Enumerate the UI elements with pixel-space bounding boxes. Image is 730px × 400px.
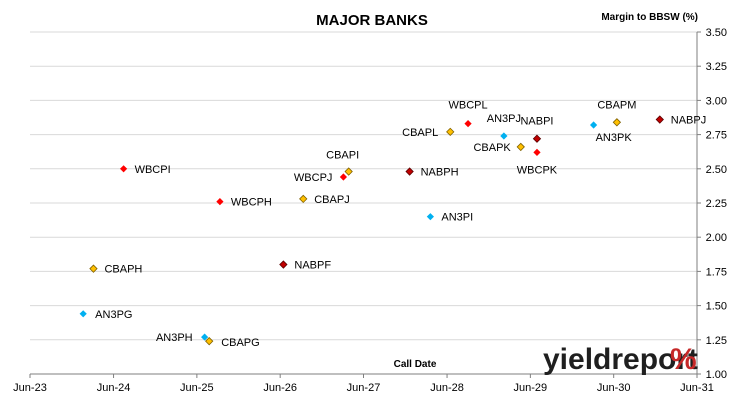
point-label-cbapk: CBAPK <box>473 142 511 154</box>
point-label-wbcpk: WBCPK <box>517 164 558 176</box>
data-point-nabph <box>405 167 414 176</box>
point-label-an3pj: AN3PJ <box>487 113 521 125</box>
data-point-an3pg <box>79 310 87 318</box>
point-label-wbcpj: WBCPJ <box>294 172 333 184</box>
y-tick-label: 2.25 <box>706 198 727 210</box>
data-point-wbcpi <box>119 165 128 173</box>
data-point-wbcpj <box>339 173 348 181</box>
x-tick-label: Jun-23 <box>13 382 47 394</box>
data-point-an3pi <box>426 213 434 221</box>
y-tick-label: 2.00 <box>706 232 727 244</box>
yieldreport-logo: yieldreport % <box>543 343 698 376</box>
x-tick-label: Jun-25 <box>180 382 214 394</box>
point-labels: CBAPH CBAPG CBAPJ CBAPI CBAPL CBAPK CBAPM WBCPI… <box>95 99 706 349</box>
x-tick-label: Jun-26 <box>263 382 297 394</box>
data-point-nabpi <box>532 134 542 143</box>
point-label-cbapm: CBAPM <box>597 99 636 111</box>
y-tick-label: 1.25 <box>706 335 727 347</box>
point-label-cbapi: CBAPI <box>326 150 359 162</box>
x-tick-label: Jun-29 <box>514 382 548 394</box>
x-axis-title: Call Date <box>394 359 437 370</box>
y-tick-label: 3.25 <box>706 61 727 73</box>
data-point-an3ph <box>201 333 209 341</box>
y-tick-label: 2.75 <box>706 130 727 142</box>
x-tick-label: Jun-28 <box>430 382 464 394</box>
data-point-cbapi <box>344 167 353 176</box>
logo-text: yieldreport <box>543 343 698 376</box>
point-label-an3pk: AN3PK <box>596 132 633 144</box>
data-point-cbapk <box>516 142 525 152</box>
point-label-cbapj: CBAPJ <box>314 194 349 206</box>
y-axis-title: Margin to BBSW (%) <box>601 12 698 23</box>
point-label-an3ph: AN3PH <box>156 332 193 344</box>
point-label-an3pi: AN3PI <box>441 212 473 224</box>
x-tick-labels: Jun-23 Jun-24 Jun-25 Jun-26 Jun-27 Jun-28 Jun-… <box>13 374 714 394</box>
point-label-wbcpi: WBCPI <box>135 164 171 176</box>
chart-title: MAJOR BANKS <box>316 12 428 29</box>
y-tick-label: 3.00 <box>706 95 727 107</box>
point-label-cbapg: CBAPG <box>221 337 260 349</box>
data-points <box>79 115 664 346</box>
x-tick-label: Jun-27 <box>347 382 381 394</box>
point-label-nabpf: NABPF <box>294 260 331 272</box>
point-label-wbcph: WBCPH <box>231 197 272 209</box>
data-point-wbcpk <box>533 148 541 156</box>
gridlines <box>30 31 697 375</box>
x-tick-label: Jun-24 <box>97 382 131 394</box>
data-point-an3pk <box>589 121 598 129</box>
point-label-nabpj: NABPJ <box>671 115 706 127</box>
data-point-an3pj <box>500 132 508 140</box>
data-point-nabpf <box>279 260 288 269</box>
point-label-cbapl: CBAPL <box>402 127 438 139</box>
data-point-cbapl <box>446 127 455 137</box>
y-tick-labels: 1.00 1.25 1.50 1.75 2.00 2.25 2.50 2.75 3.00 3.25… <box>697 27 727 381</box>
y-tick-label: 3.50 <box>706 27 727 39</box>
data-point-wbcph <box>216 198 224 206</box>
point-label-wbcpl: WBCPL <box>448 100 487 112</box>
data-point-wbcpl <box>464 120 472 128</box>
point-label-cbaph: CBAPH <box>104 264 142 276</box>
logo-percent-symbol: % <box>670 343 697 376</box>
data-point-nabpj <box>655 115 664 124</box>
data-point-cbapm <box>612 118 622 127</box>
y-tick-label: 1.50 <box>706 301 727 313</box>
y-tick-label: 2.50 <box>706 164 727 176</box>
y-tick-label: 1.00 <box>706 369 727 381</box>
y-tick-label: 1.75 <box>706 266 727 278</box>
x-tick-label: Jun-30 <box>597 382 631 394</box>
point-label-an3pg: AN3PG <box>95 309 132 321</box>
data-point-cbapj <box>299 194 308 204</box>
point-label-nabpi: NABPI <box>520 116 553 128</box>
point-label-nabph: NABPH <box>421 167 459 179</box>
data-point-cbaph <box>89 264 98 273</box>
data-point-cbapg <box>205 337 214 346</box>
x-tick-label: Jun-31 <box>680 382 714 394</box>
